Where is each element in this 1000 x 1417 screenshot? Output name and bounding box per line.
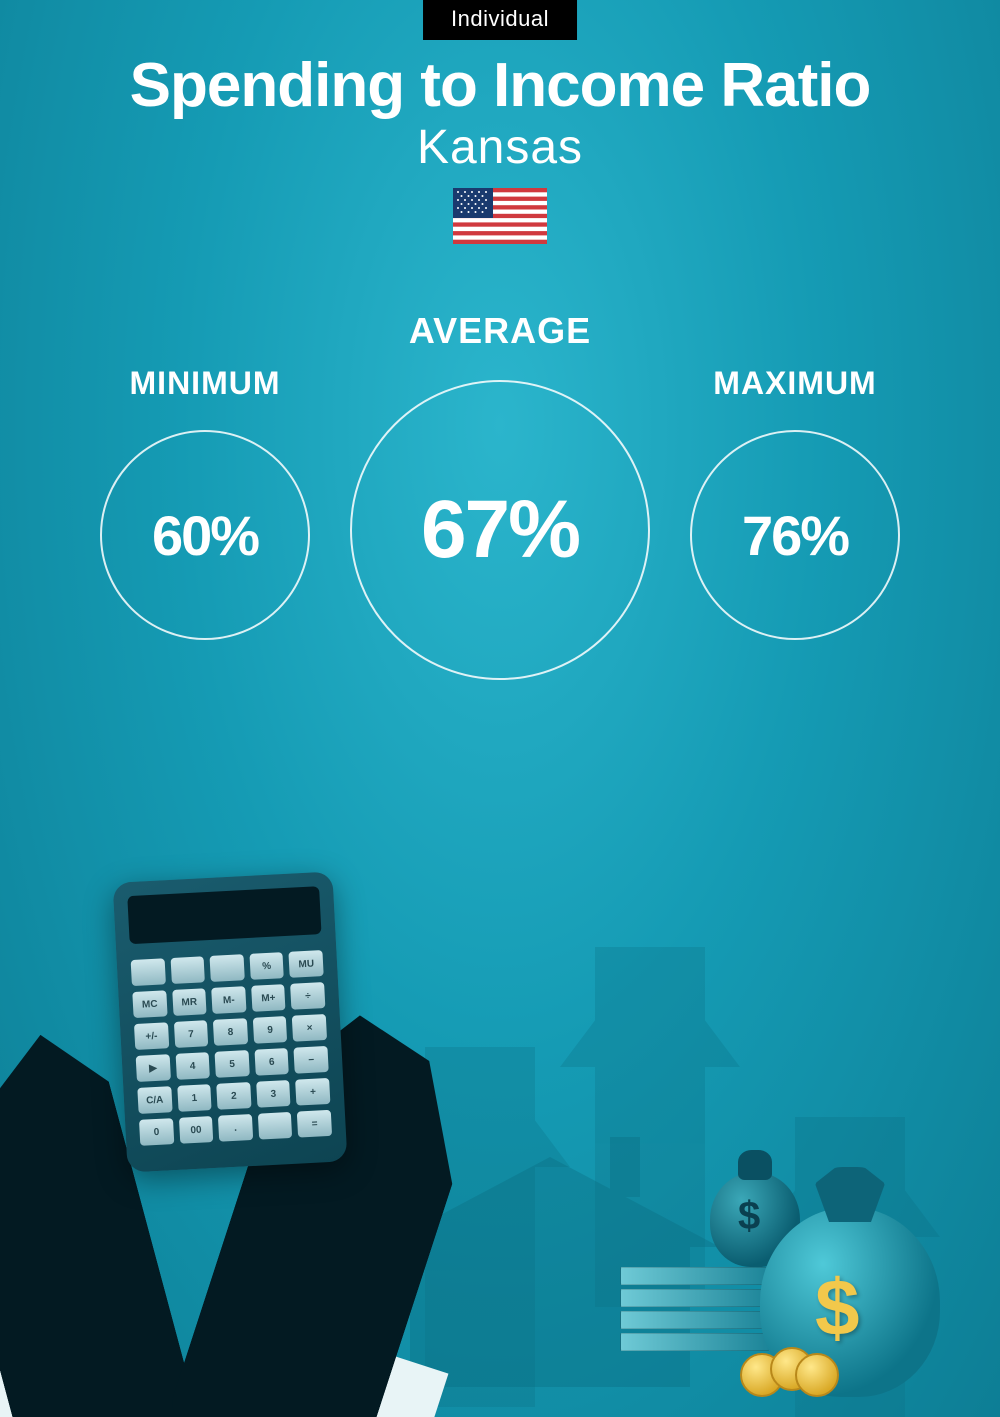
stat-minimum-label: MINIMUM: [100, 365, 310, 402]
stat-minimum: MINIMUM 60%: [100, 310, 310, 640]
stat-average-value: 67%: [421, 483, 579, 577]
stat-average-label: AVERAGE: [350, 310, 650, 352]
stat-maximum-value: 76%: [742, 503, 848, 568]
page-title: Spending to Income Ratio: [0, 50, 1000, 121]
stats-row: MINIMUM 60% AVERAGE 67% MAXIMUM 76%: [0, 310, 1000, 680]
stat-average-circle: 67%: [350, 380, 650, 680]
stat-average: AVERAGE 67%: [350, 310, 650, 680]
category-badge: Individual: [423, 0, 577, 40]
stat-maximum-circle: 76%: [690, 430, 900, 640]
stat-minimum-circle: 60%: [100, 430, 310, 640]
region-subtitle: Kansas: [0, 120, 1000, 175]
stat-minimum-value: 60%: [152, 503, 258, 568]
stat-maximum-label: MAXIMUM: [690, 365, 900, 402]
us-flag-icon: [453, 188, 547, 244]
stat-maximum: MAXIMUM 76%: [690, 310, 900, 640]
